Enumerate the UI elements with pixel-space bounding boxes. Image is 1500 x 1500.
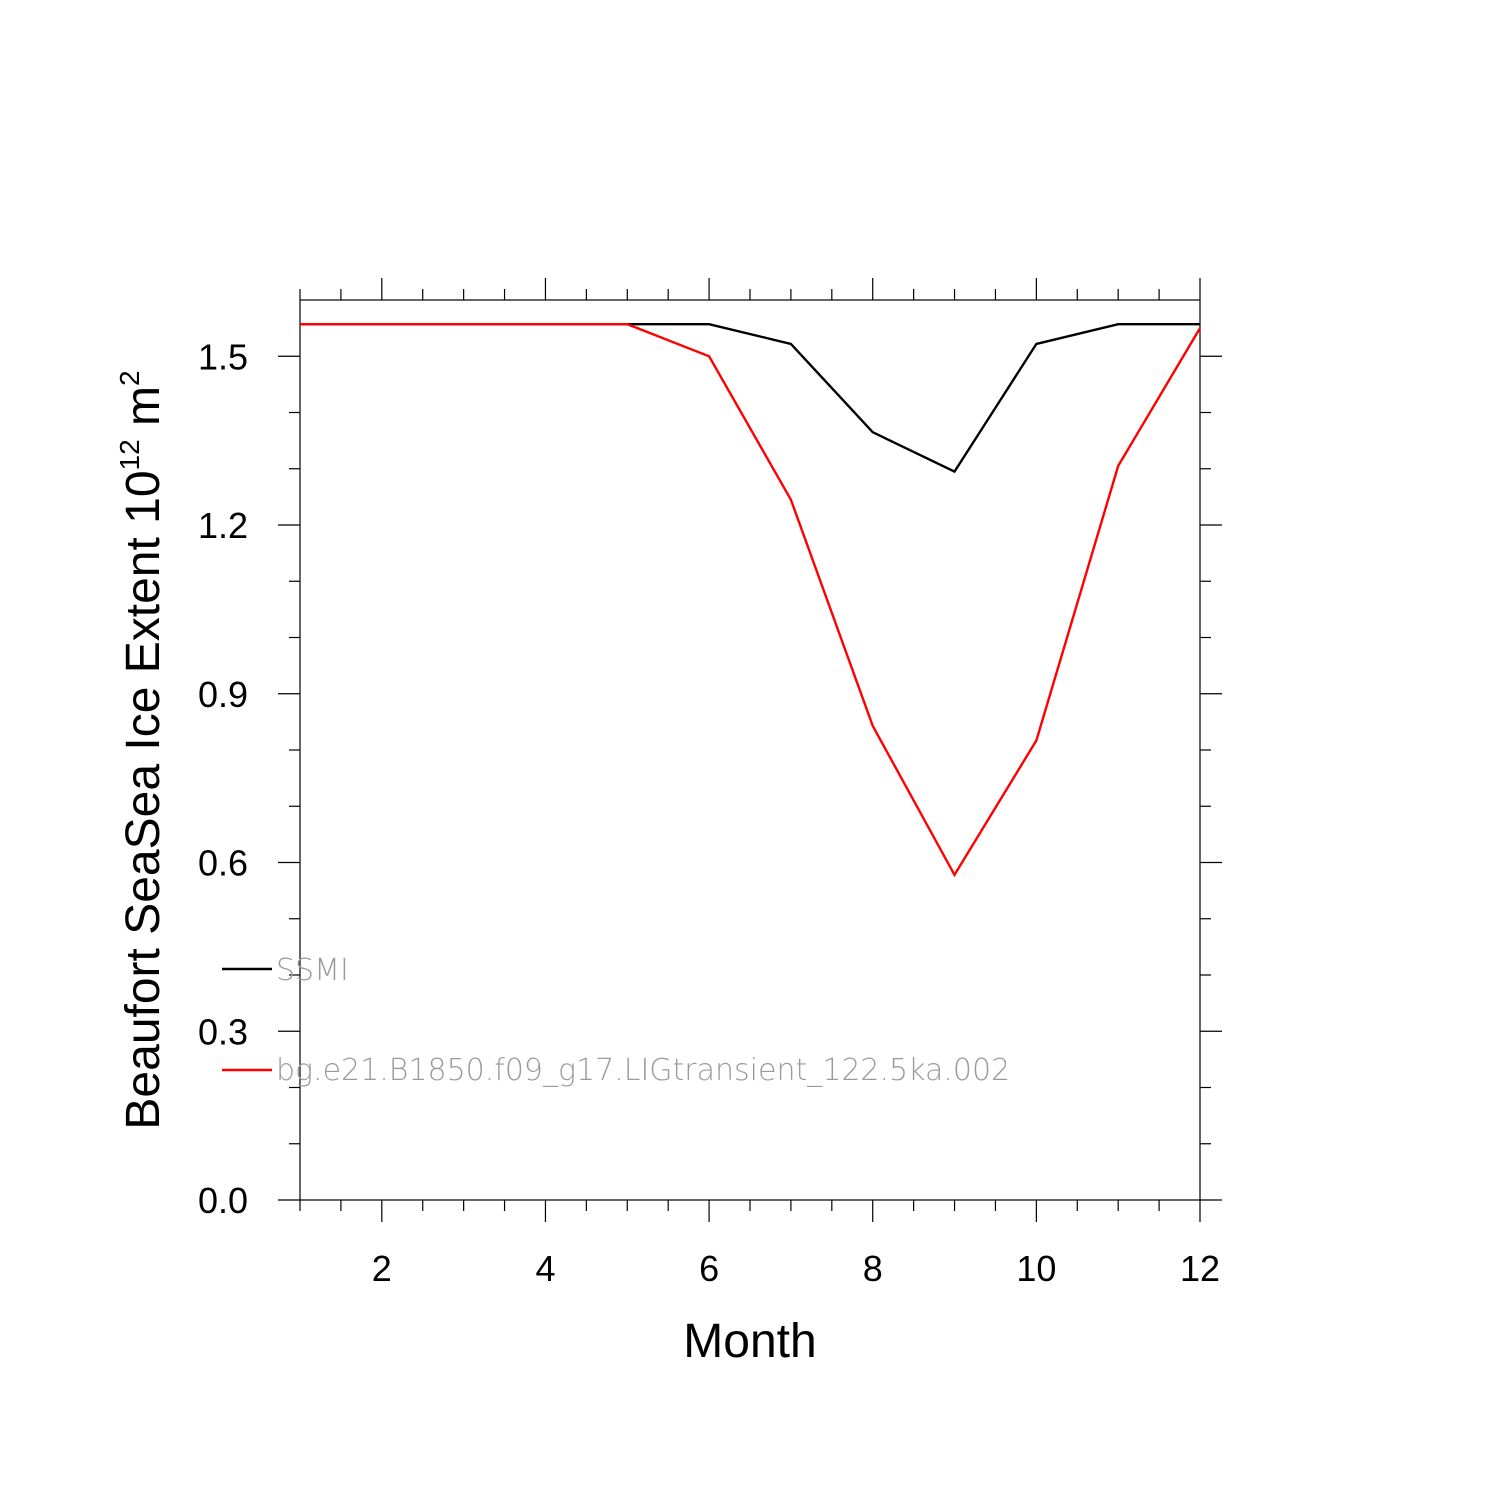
- y-axis-title-exponent: 12: [114, 439, 145, 470]
- x-axis-title: Month: [683, 1315, 816, 1368]
- x-tick-label: 12: [1180, 1248, 1220, 1289]
- y-tick-label: 0.0: [198, 1180, 248, 1221]
- x-tick-label: 8: [863, 1248, 883, 1289]
- x-tick-label: 4: [535, 1248, 555, 1289]
- x-tick-label: 2: [372, 1248, 392, 1289]
- y-axis-title-unit-exponent: 2: [114, 370, 145, 386]
- legend-label-ligtransient: bg.e21.B1850.f09_g17.LIGtransient_122.5k…: [276, 1053, 1010, 1088]
- x-tick-label: 10: [1016, 1248, 1056, 1289]
- y-tick-label: 0.3: [198, 1011, 248, 1052]
- x-tick-label: 6: [699, 1248, 719, 1289]
- y-axis-title-main: Beaufort SeaSea Ice Extent 10: [117, 470, 170, 1129]
- y-axis-title-unit: m: [117, 386, 170, 439]
- y-tick-label: 0.9: [198, 674, 248, 715]
- axis-ticks: [278, 278, 1222, 1222]
- y-tick-label: 1.2: [198, 505, 248, 546]
- series-lines: [300, 323, 1202, 878]
- series-line-ssmi: [300, 323, 1200, 474]
- y-tick-label: 1.5: [198, 336, 248, 377]
- tick-labels: 2 4 6 8 10 12 0.0 0.3 0.6 0.9 1.2 1.5: [198, 336, 1220, 1289]
- legend-label-ssmi: SSMI: [276, 953, 349, 988]
- y-axis-title: Beaufort SeaSea Ice Extent 1012 m2: [114, 370, 170, 1129]
- y-tick-label: 0.6: [198, 843, 248, 884]
- plot-frame: [299, 299, 1201, 1201]
- legend: SSMI bg.e21.B1850.f09_g17.LIGtransient_1…: [222, 953, 1010, 1088]
- series-line-ligtransient: [300, 323, 1202, 878]
